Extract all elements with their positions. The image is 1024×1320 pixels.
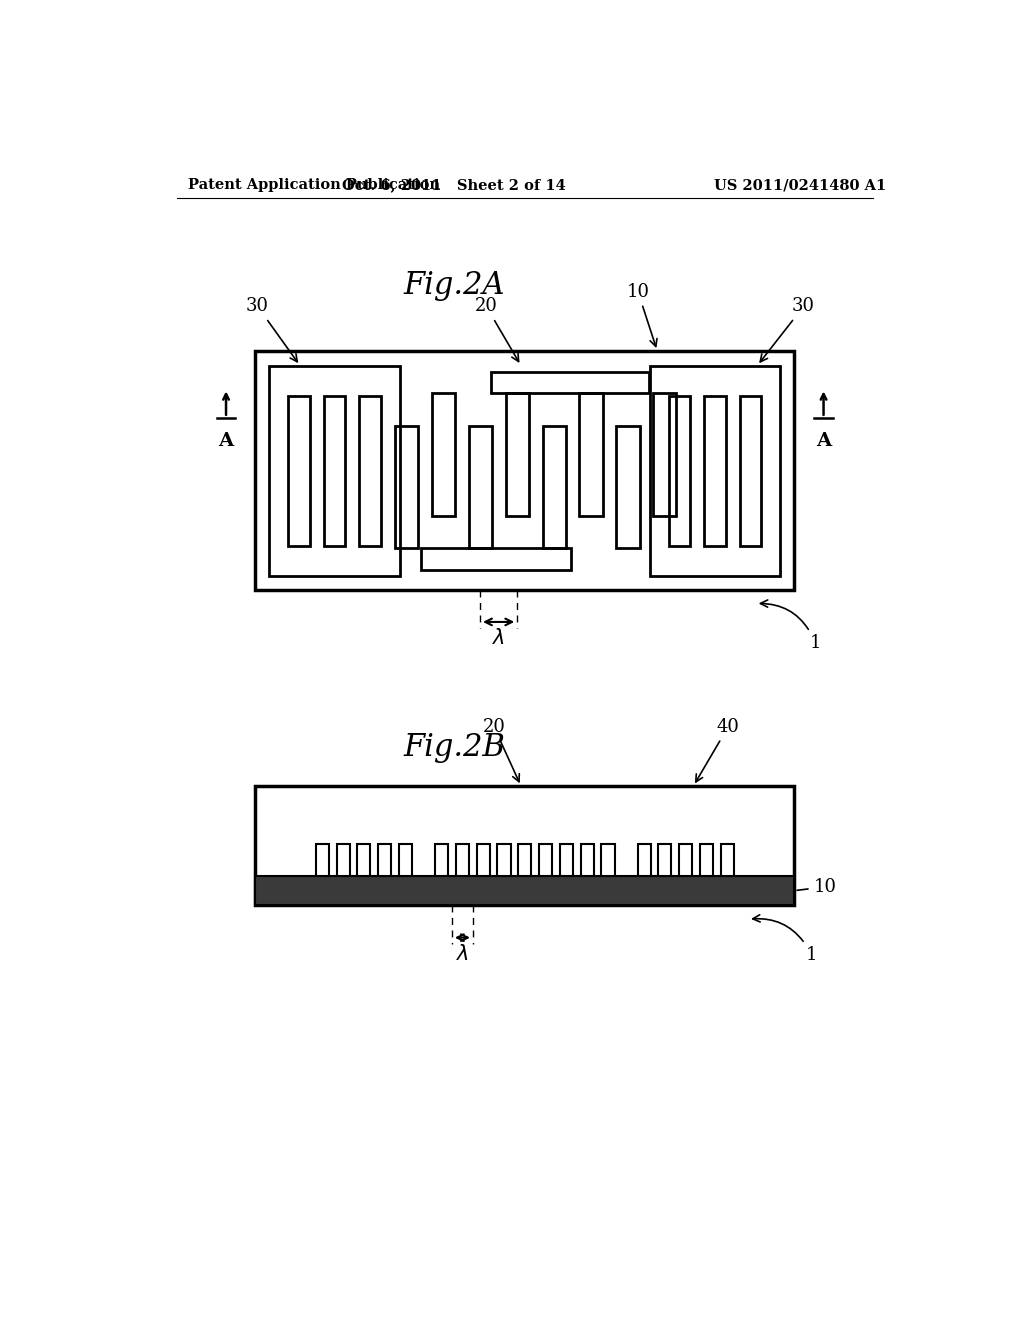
Text: A: A [218, 432, 233, 450]
Bar [289, 396, 310, 545]
Bar [490, 372, 649, 393]
Bar [421, 548, 571, 570]
Bar [649, 366, 780, 576]
Bar [721, 843, 734, 876]
Text: 40: 40 [695, 718, 739, 781]
Bar [700, 843, 713, 876]
Text: 10: 10 [797, 878, 837, 896]
Text: 30: 30 [246, 297, 297, 362]
Bar [435, 843, 449, 876]
Bar [638, 843, 650, 876]
Text: 20: 20 [475, 297, 518, 362]
Bar [616, 425, 640, 548]
Bar [669, 396, 690, 545]
Bar [255, 785, 795, 906]
Bar [653, 393, 677, 516]
Bar [337, 843, 349, 876]
Bar [394, 425, 418, 548]
Bar [399, 843, 412, 876]
Bar [580, 393, 602, 516]
Text: Fig.2B: Fig.2B [403, 733, 505, 763]
Text: 1: 1 [761, 599, 821, 652]
Text: $\lambda$: $\lambda$ [456, 944, 469, 964]
Bar [255, 876, 795, 906]
Text: Fig.2A: Fig.2A [403, 271, 505, 301]
Text: $\lambda$: $\lambda$ [493, 628, 505, 648]
Bar [739, 396, 761, 545]
Bar [359, 396, 381, 545]
Bar [506, 393, 528, 516]
Text: 1: 1 [753, 915, 817, 965]
Bar [324, 396, 345, 545]
Bar [658, 843, 672, 876]
Bar [269, 366, 400, 576]
Text: US 2011/0241480 A1: US 2011/0241480 A1 [715, 178, 887, 193]
Bar [477, 843, 489, 876]
Text: 30: 30 [760, 297, 815, 362]
Text: 10: 10 [627, 282, 657, 346]
Bar [705, 396, 726, 545]
Bar [378, 843, 391, 876]
Bar [679, 843, 692, 876]
Bar [581, 843, 594, 876]
Bar [456, 843, 469, 876]
Bar [560, 843, 572, 876]
Bar [255, 351, 795, 590]
Text: Patent Application Publication: Patent Application Publication [188, 178, 440, 193]
Bar [357, 843, 371, 876]
Text: Oct. 6, 2011   Sheet 2 of 14: Oct. 6, 2011 Sheet 2 of 14 [342, 178, 566, 193]
Bar [518, 843, 531, 876]
Bar [543, 425, 565, 548]
Bar [432, 393, 455, 516]
Text: 20: 20 [482, 718, 519, 781]
Bar [469, 425, 492, 548]
Bar [315, 843, 329, 876]
Bar [539, 843, 552, 876]
Bar [498, 843, 511, 876]
Text: A: A [816, 432, 831, 450]
Bar [601, 843, 614, 876]
